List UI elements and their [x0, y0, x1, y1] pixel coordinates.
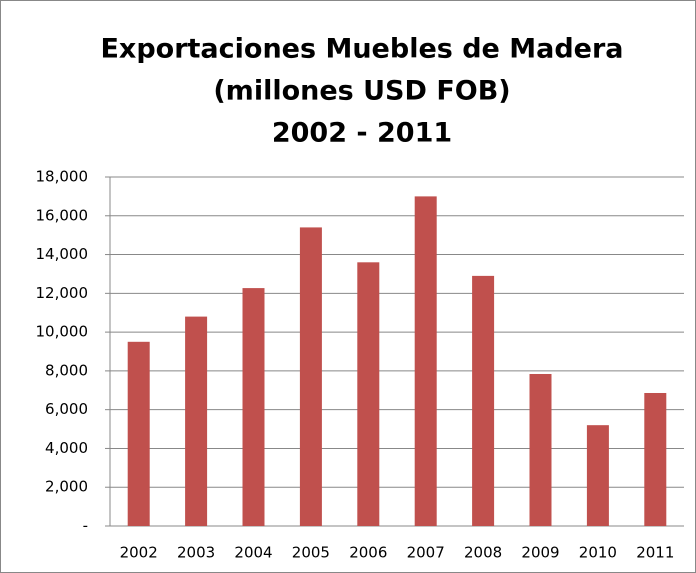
x-tick-label: 2006: [349, 544, 387, 562]
chart-title: 2002 - 2011: [272, 118, 452, 149]
bar: [644, 392, 667, 526]
x-tick-label: 2009: [521, 544, 559, 562]
y-tick-label: 12,000: [36, 284, 89, 302]
y-tick-label: -: [83, 517, 88, 535]
bar: [529, 373, 552, 526]
x-tick-label: 2011: [636, 544, 674, 562]
bar: [185, 316, 208, 526]
x-tick-label: 2005: [292, 544, 330, 562]
x-tick-label: 2002: [120, 544, 158, 562]
bar: [299, 227, 322, 526]
y-tick-label: 16,000: [36, 206, 89, 224]
x-tick-label: 2008: [464, 544, 502, 562]
y-tick-label: 18,000: [36, 168, 89, 186]
x-tick-label: 2010: [579, 544, 617, 562]
y-tick-label: 4,000: [45, 439, 88, 457]
chart-title: (millones USD FOB): [213, 76, 510, 107]
bar: [472, 275, 495, 526]
y-tick-label: 10,000: [36, 323, 89, 341]
x-tick-label: 2003: [177, 544, 215, 562]
y-tick-label: 8,000: [45, 361, 88, 379]
x-tick-label: 2004: [234, 544, 272, 562]
bar: [242, 288, 265, 526]
bar: [414, 196, 437, 526]
bar: [357, 262, 380, 526]
y-tick-label: 6,000: [45, 400, 88, 418]
y-tick-label: 14,000: [36, 245, 89, 263]
x-tick-label: 2007: [407, 544, 445, 562]
y-tick-label: 2,000: [45, 478, 88, 496]
bar: [127, 341, 150, 526]
bar: [586, 425, 609, 526]
chart-title: Exportaciones Muebles de Madera: [100, 34, 623, 65]
